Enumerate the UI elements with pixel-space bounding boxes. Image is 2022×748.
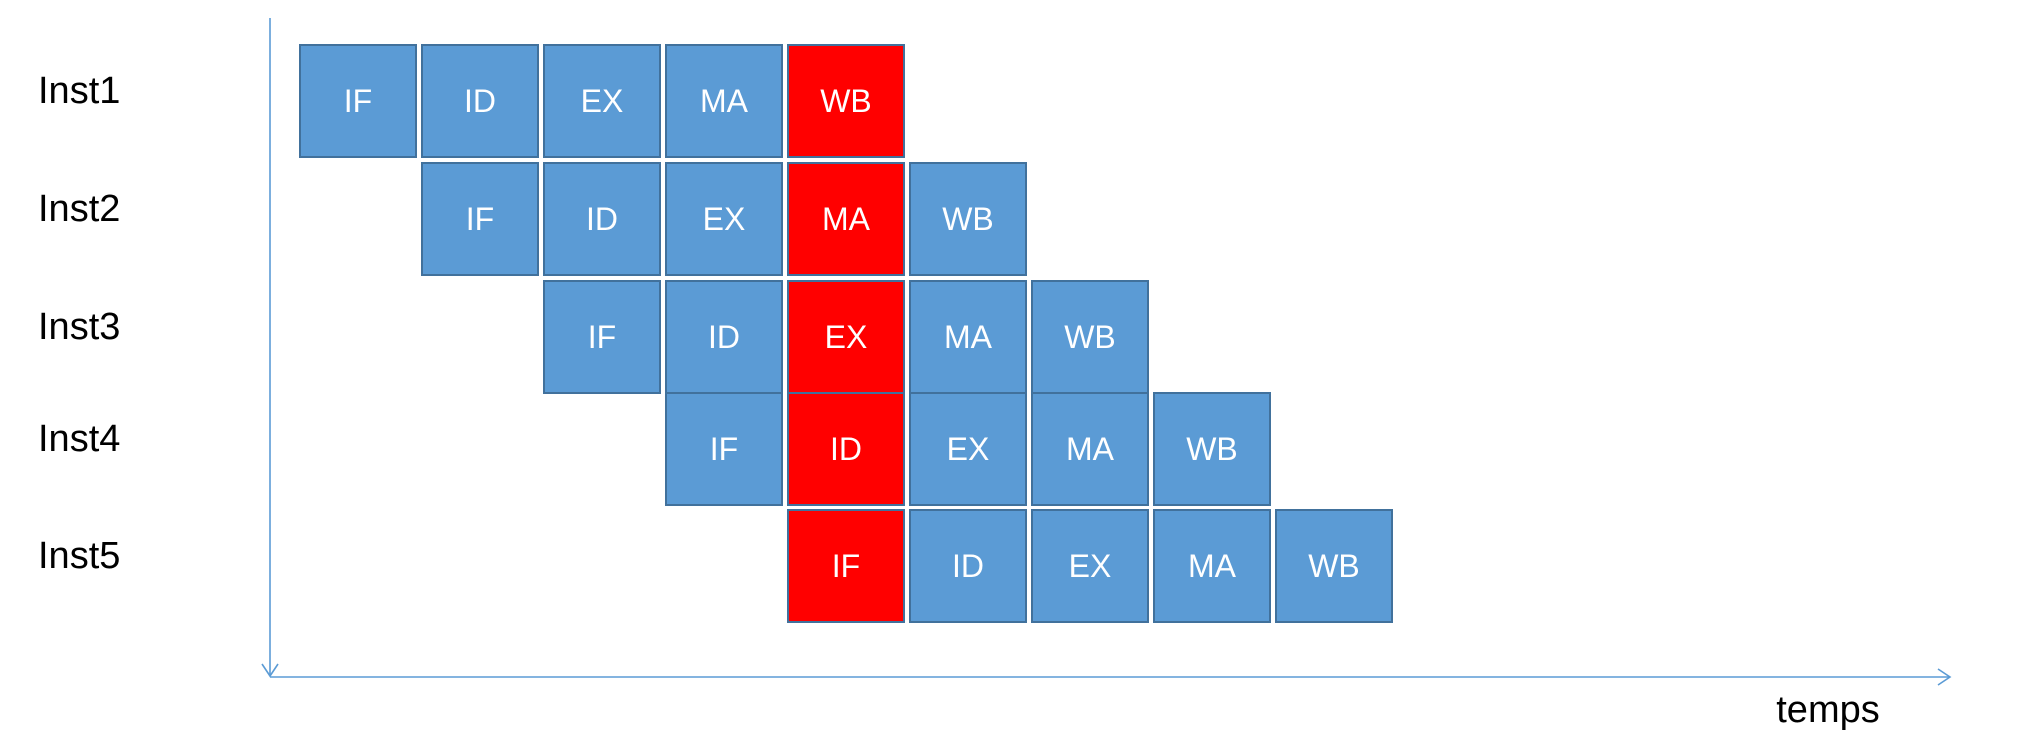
- stage-box: [787, 280, 905, 394]
- instruction-label: Inst4: [38, 418, 120, 460]
- stage-label: ID: [586, 201, 618, 237]
- stage-box: [1153, 509, 1271, 623]
- stage-label: WB: [1308, 548, 1360, 584]
- instruction-row: Inst3 IF ID EX MA WB: [38, 280, 1149, 394]
- stage-box: [665, 162, 783, 276]
- instruction-label: Inst3: [38, 306, 120, 348]
- time-axis-label: temps: [1776, 689, 1879, 731]
- stage-label: MA: [944, 319, 993, 355]
- stage-label: IF: [710, 431, 738, 467]
- stage-label: MA: [1188, 548, 1237, 584]
- instruction-row: Inst2 IF ID EX MA WB: [38, 162, 1027, 276]
- stage-box: [1275, 509, 1393, 623]
- stage-label: EX: [581, 83, 624, 119]
- stage-label: EX: [703, 201, 746, 237]
- stage-box: [543, 280, 661, 394]
- stage-box: [787, 44, 905, 158]
- instruction-label: Inst5: [38, 535, 120, 577]
- stage-label: EX: [947, 431, 990, 467]
- stage-label: WB: [1186, 431, 1238, 467]
- stage-box: [543, 162, 661, 276]
- stage-box: [787, 162, 905, 276]
- instruction-row: Inst5 IF ID EX MA WB: [38, 509, 1393, 623]
- stage-box: [787, 392, 905, 506]
- stage-box: [299, 44, 417, 158]
- stage-box: [1031, 280, 1149, 394]
- stage-box: [909, 162, 1027, 276]
- stage-box: [909, 509, 1027, 623]
- stage-label: WB: [942, 201, 994, 237]
- stage-label: IF: [344, 83, 372, 119]
- stage-label: ID: [830, 431, 862, 467]
- vertical-axis-arrow: [261, 663, 279, 678]
- stage-box: [1031, 509, 1149, 623]
- stage-label: IF: [466, 201, 494, 237]
- stage-box: [421, 162, 539, 276]
- instruction-rows: Inst1 IF ID EX MA WB Inst2 IF ID EX MA WB Inst3 IF ID E…: [38, 44, 1393, 623]
- stage-label: WB: [820, 83, 872, 119]
- instruction-label: Inst2: [38, 188, 120, 230]
- horizontal-axis-arrow: [1937, 668, 1952, 686]
- stage-label: ID: [464, 83, 496, 119]
- stage-box: [1031, 392, 1149, 506]
- stage-box: [665, 280, 783, 394]
- stage-label: IF: [832, 548, 860, 584]
- stage-label: MA: [822, 201, 871, 237]
- stage-box: [909, 392, 1027, 506]
- stage-box: [543, 44, 661, 158]
- stage-label: ID: [952, 548, 984, 584]
- stage-label: MA: [1066, 431, 1115, 467]
- instruction-row: Inst4 IF ID EX MA WB: [38, 392, 1271, 506]
- stage-label: IF: [588, 319, 616, 355]
- stage-box: [421, 44, 539, 158]
- stage-label: WB: [1064, 319, 1116, 355]
- stage-box: [787, 509, 905, 623]
- stage-box: [909, 280, 1027, 394]
- stage-box: [665, 392, 783, 506]
- stage-box: [665, 44, 783, 158]
- instruction-row: Inst1 IF ID EX MA WB: [38, 44, 905, 158]
- axes: temps: [261, 18, 1952, 731]
- stage-label: MA: [700, 83, 749, 119]
- instruction-label: Inst1: [38, 70, 120, 112]
- stage-label: ID: [708, 319, 740, 355]
- stage-label: EX: [1069, 548, 1112, 584]
- stage-label: EX: [825, 319, 868, 355]
- stage-box: [1153, 392, 1271, 506]
